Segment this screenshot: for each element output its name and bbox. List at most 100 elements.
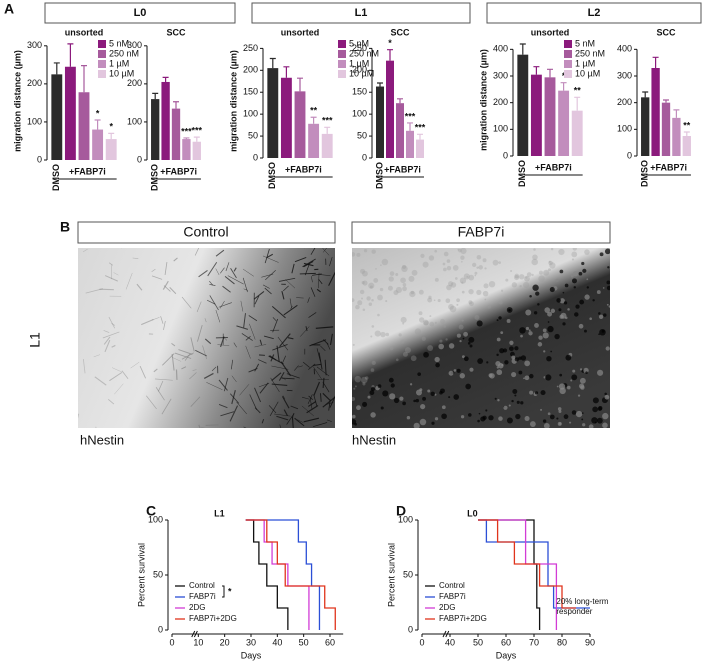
- micrograph: [352, 248, 610, 428]
- cell: [597, 369, 604, 376]
- fiber: [279, 424, 282, 428]
- cell: [438, 343, 445, 350]
- cell: [458, 248, 462, 253]
- cell: [456, 303, 459, 306]
- x-tick-label: 60: [501, 637, 511, 647]
- cell: [488, 280, 496, 288]
- fiber: [271, 365, 289, 370]
- y-tick-label: 200: [27, 78, 42, 88]
- cell: [512, 389, 518, 394]
- cell: [581, 418, 584, 421]
- chart-title: SCC: [656, 27, 676, 37]
- fiber: [154, 378, 173, 381]
- fiber: [219, 336, 225, 348]
- cell: [543, 423, 550, 428]
- cell: [354, 375, 362, 383]
- cell: [523, 377, 525, 380]
- cell: [570, 274, 574, 278]
- cell: [534, 323, 539, 328]
- cell: [434, 277, 439, 282]
- fiber: [285, 279, 296, 289]
- group-label: +FABP7i: [69, 166, 106, 176]
- cell: [446, 265, 452, 271]
- y-tick-label: 400: [617, 44, 632, 54]
- group-label: +FABP7i: [285, 164, 322, 174]
- cell: [400, 316, 407, 323]
- chart-title: unsorted: [65, 27, 104, 37]
- cell: [533, 311, 538, 315]
- chart-title: SCC: [390, 27, 410, 37]
- fiber: [329, 257, 333, 267]
- fiber: [316, 366, 330, 377]
- fiber: [283, 409, 288, 417]
- cell: [559, 387, 566, 395]
- cell: [449, 305, 457, 313]
- cell: [488, 415, 494, 421]
- fiber: [218, 404, 228, 409]
- cell: [567, 308, 570, 311]
- cell: [497, 399, 500, 402]
- cell: [538, 270, 543, 275]
- fiber: [205, 424, 219, 426]
- cell: [418, 289, 424, 295]
- x-tick-label: 30: [246, 637, 256, 647]
- fiber: [215, 309, 221, 323]
- x-tick-label: 60: [325, 637, 335, 647]
- error-bar: [519, 43, 526, 55]
- cell: [403, 351, 408, 357]
- cell: [540, 390, 546, 396]
- cell: [433, 299, 436, 302]
- fiber: [162, 280, 169, 290]
- cell: [400, 277, 406, 284]
- group-label: +FABP7i: [384, 164, 421, 174]
- fiber: [181, 366, 187, 370]
- fiber: [171, 342, 176, 347]
- cell: [477, 358, 484, 365]
- fiber: [302, 361, 310, 368]
- cell: [559, 269, 564, 274]
- cell: [525, 276, 528, 279]
- cell: [463, 356, 469, 362]
- y-tick-label: 0: [137, 154, 142, 164]
- cell: [385, 332, 390, 337]
- x-tick-label: DMSO: [640, 160, 650, 187]
- fiber: [94, 376, 107, 386]
- bar: [416, 139, 424, 158]
- error-bar: [663, 99, 669, 103]
- fiber: [227, 275, 244, 285]
- bar: [376, 86, 384, 158]
- cell: [468, 413, 472, 417]
- fiber: [181, 352, 194, 360]
- cell: [584, 294, 590, 300]
- cell: [549, 414, 555, 420]
- error-bar: [310, 116, 317, 124]
- cell: [440, 318, 445, 324]
- legend-swatch: [564, 70, 572, 78]
- y-tick-label: 50: [248, 130, 258, 140]
- cell: [418, 311, 423, 316]
- cell: [431, 421, 435, 425]
- legend-swatch: [98, 50, 106, 58]
- significance: *: [388, 38, 392, 48]
- fiber: [151, 268, 156, 272]
- fiber: [215, 249, 225, 257]
- cell: [556, 417, 559, 420]
- cell: [607, 266, 610, 269]
- cell: [571, 251, 578, 258]
- legend-label: FABP7i+2DG: [439, 614, 487, 623]
- cell: [465, 383, 472, 390]
- bar: [661, 102, 671, 156]
- legend-label: 2DG: [439, 603, 455, 612]
- fiber: [320, 345, 326, 351]
- cell: [525, 326, 530, 331]
- fiber: [254, 344, 267, 348]
- cell: [550, 350, 553, 353]
- cell: [540, 408, 543, 411]
- cell: [389, 271, 395, 276]
- cell: [555, 278, 559, 282]
- fiber: [194, 248, 200, 256]
- cell: [459, 373, 466, 379]
- legend-label: Control: [439, 581, 465, 590]
- cell: [368, 282, 375, 289]
- error-bar: [377, 82, 383, 87]
